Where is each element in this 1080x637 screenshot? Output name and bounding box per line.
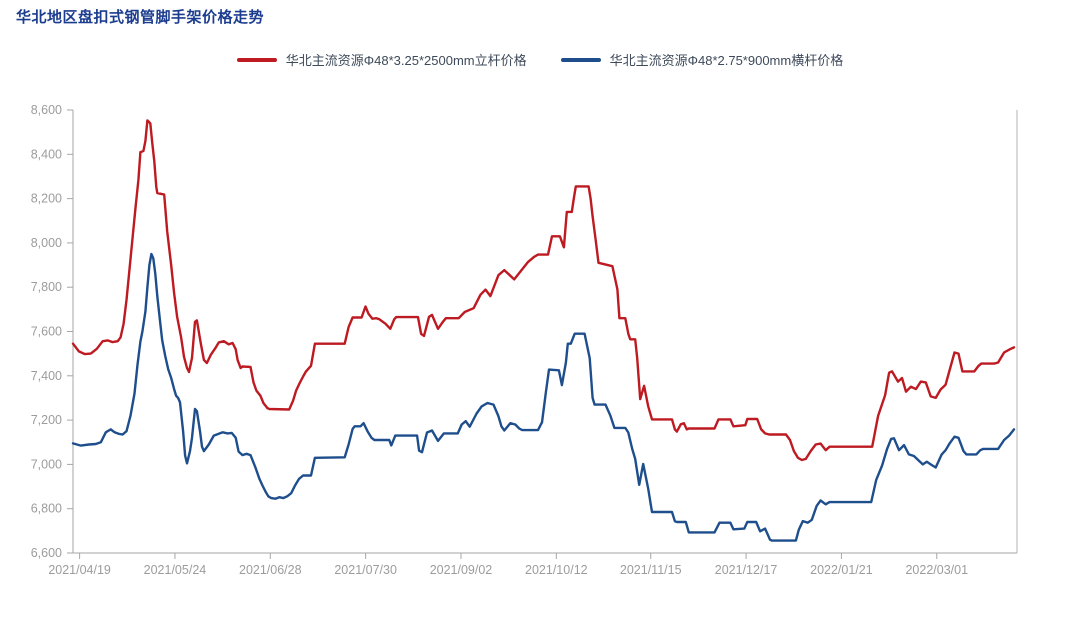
page-title: 华北地区盘扣式钢管脚手架价格走势	[16, 9, 265, 26]
y-tick-label: 8,600	[31, 103, 62, 117]
x-tick-label: 2022/01/21	[810, 563, 873, 577]
blue-line-swatch-icon	[560, 57, 601, 62]
y-tick-label: 8,000	[31, 236, 62, 250]
x-tick-label: 2021/07/30	[334, 563, 397, 577]
x-tick-label: 2021/12/17	[715, 563, 778, 577]
legend-label: 华北主流资源Φ48*2.75*900mm横杆价格	[609, 53, 844, 68]
chart-legend: 华北主流资源Φ48*3.25*2500mm立杆价格 华北主流资源Φ48*2.75…	[0, 50, 1080, 69]
x-tick-label: 2021/10/12	[525, 563, 588, 577]
series-line-1	[71, 252, 1016, 542]
x-tick-label: 2021/04/19	[48, 563, 111, 577]
y-tick-label: 7,000	[31, 457, 62, 471]
series-line-0	[71, 119, 1016, 462]
red-line-swatch-icon	[236, 57, 277, 62]
x-tick-label: 2021/09/02	[430, 563, 493, 577]
legend-label: 华北主流资源Φ48*3.25*2500mm立杆价格	[285, 53, 527, 68]
x-tick-label: 2021/05/24	[144, 563, 207, 577]
y-tick-label: 8,200	[31, 192, 62, 206]
y-tick-label: 7,200	[31, 413, 62, 427]
x-tick-label: 2021/11/15	[620, 563, 682, 577]
y-tick-label: 7,800	[31, 280, 62, 294]
x-tick-label: 2022/03/01	[905, 563, 968, 577]
y-tick-label: 8,400	[31, 147, 62, 161]
legend-item-horizontal-bar-price[interactable]: 华北主流资源Φ48*2.75*900mm横杆价格	[560, 50, 844, 69]
y-tick-label: 6,600	[31, 546, 62, 560]
y-tick-label: 7,400	[31, 369, 62, 383]
legend-item-vertical-pole-price[interactable]: 华北主流资源Φ48*3.25*2500mm立杆价格	[236, 50, 527, 69]
y-tick-label: 7,600	[31, 325, 62, 339]
x-tick-label: 2021/06/28	[239, 563, 302, 577]
y-tick-label: 6,800	[31, 502, 62, 516]
